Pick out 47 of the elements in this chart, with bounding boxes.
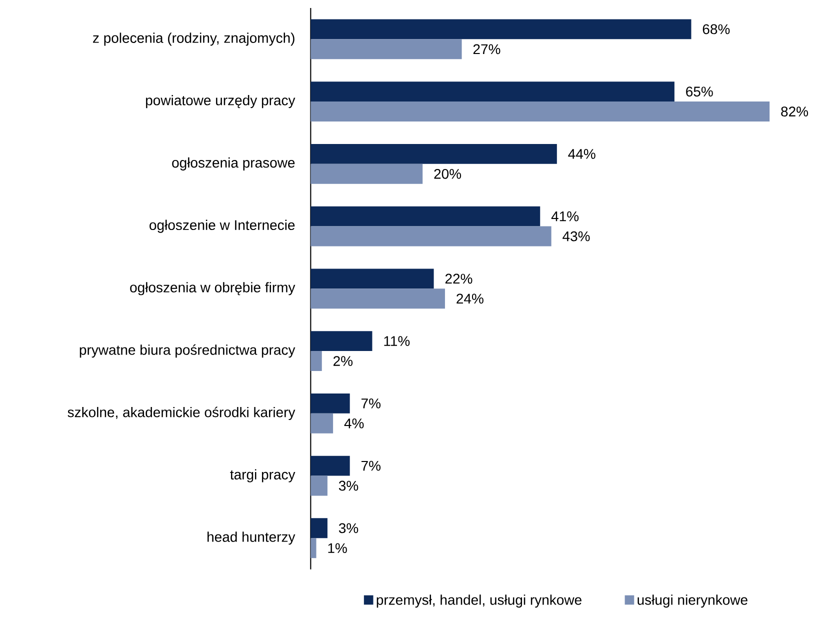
data-label: 7% xyxy=(361,398,381,408)
data-label: 11% xyxy=(384,336,410,346)
data-label: 3% xyxy=(338,480,358,491)
bar xyxy=(310,102,770,122)
data-label: 22% xyxy=(445,274,472,284)
data-label: 27% xyxy=(473,44,500,54)
data-label: 7% xyxy=(361,461,381,471)
data-label: 41% xyxy=(551,212,579,222)
y-tick-label: z polecenia (rodziny, znajomych) xyxy=(93,32,294,46)
legend-label: przemysł, handel, usługi rynkowe xyxy=(376,594,582,608)
bar xyxy=(310,288,445,309)
bar xyxy=(310,82,674,102)
data-label: 82% xyxy=(781,106,808,117)
bar xyxy=(310,414,334,434)
data-label: 1% xyxy=(328,543,347,554)
data-label: 2% xyxy=(334,356,353,366)
bar xyxy=(310,394,350,414)
y-tick-label: powiatowe urzędy pracy xyxy=(146,95,296,108)
bar xyxy=(310,226,552,246)
data-label: 3% xyxy=(338,523,358,534)
y-tick-label: szkolne, akademickie ośrodki kariery xyxy=(68,406,296,420)
bar xyxy=(310,144,557,164)
bar xyxy=(310,538,316,558)
y-tick-label: head hunterzy xyxy=(208,532,296,545)
bar xyxy=(310,268,434,289)
data-label: 65% xyxy=(686,86,713,97)
data-label: 4% xyxy=(344,418,364,428)
legend-label: usługi nierynkowe xyxy=(638,594,748,608)
data-label: 43% xyxy=(562,231,590,242)
y-tick-label: targi pracy xyxy=(230,469,296,482)
bar xyxy=(310,456,350,476)
bar xyxy=(310,331,372,352)
data-label: 24% xyxy=(456,294,484,304)
data-label: 68% xyxy=(702,24,730,34)
y-tick-label: ogłoszenie w Internecie xyxy=(150,220,295,233)
data-label: 20% xyxy=(434,169,462,180)
y-tick-label: ogłoszenia prasowe xyxy=(172,158,295,171)
bar xyxy=(310,476,328,496)
y-tick-label: ogłoszenia w obrębie firmy xyxy=(130,282,296,296)
data-label: 44% xyxy=(568,149,596,160)
bar xyxy=(310,164,423,184)
bar xyxy=(310,518,328,538)
bar xyxy=(310,19,692,40)
bar xyxy=(310,206,540,226)
bar xyxy=(310,351,322,372)
bar xyxy=(310,39,462,60)
y-tick-label: prywatne biura pośrednictwa pracy xyxy=(80,344,296,358)
